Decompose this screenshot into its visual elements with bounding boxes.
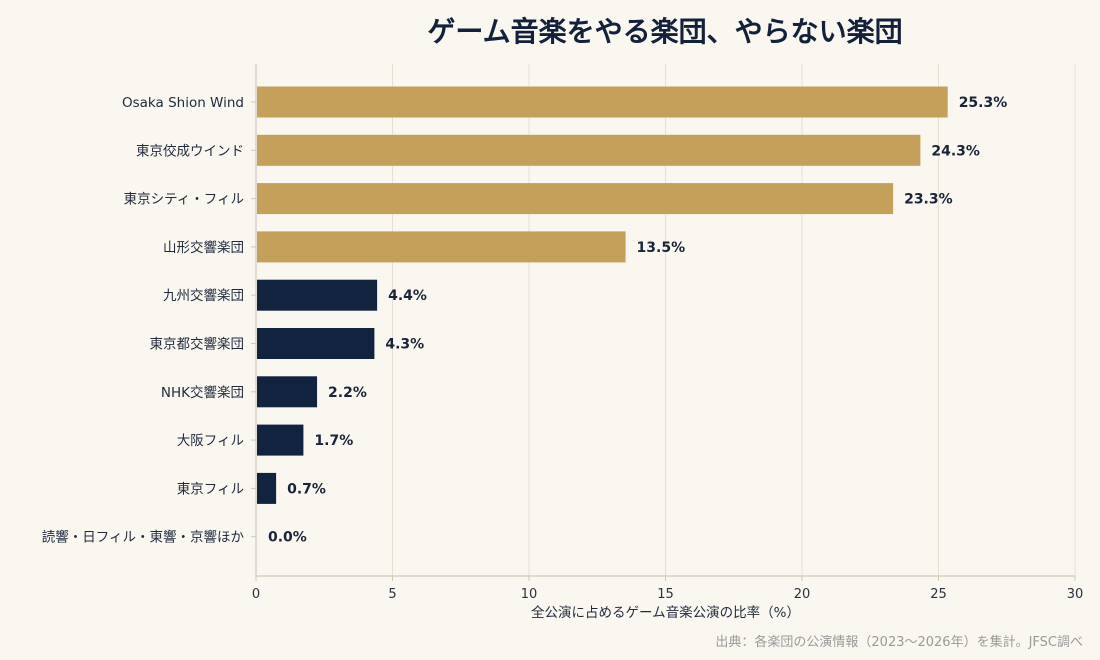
axis-layer: 0 5 10 15 20 25 30 (251, 64, 1083, 602)
category-label: 東京都交響楽団 (150, 336, 245, 353)
x-tick-label: 30 (1067, 587, 1084, 602)
bar (257, 328, 375, 359)
value-label: 23.3% (904, 192, 953, 208)
source-note: 出典：各楽団の公演情報（2023〜2026年）を集計。JFSC調べ (715, 635, 1083, 650)
x-axis-label: 全公演に占めるゲーム音楽公演の比率（%） (531, 604, 800, 621)
bar (257, 376, 318, 408)
value-label: 24.3% (931, 143, 980, 159)
category-label: 読響・日フィル・東響・京響ほか (42, 529, 245, 546)
x-tick-label: 15 (657, 587, 674, 602)
x-tick-label: 0 (252, 587, 260, 602)
value-label: 4.4% (388, 288, 427, 304)
value-label: 13.5% (637, 240, 686, 256)
value-label: 2.2% (328, 385, 367, 401)
chart-title: ゲーム音楽をやる楽団、やらない楽団 (427, 15, 903, 48)
value-label: 4.3% (385, 337, 424, 353)
value-label: 25.3% (959, 95, 1008, 111)
value-label: 0.0% (268, 530, 307, 546)
value-label: 1.7% (314, 433, 353, 449)
bar (257, 231, 626, 263)
category-label: 大阪フィル (177, 433, 244, 449)
bar (257, 183, 894, 215)
category-label: 九州交響楽団 (163, 287, 244, 304)
bar (257, 134, 921, 166)
x-tick-label: 10 (521, 587, 538, 602)
bar-layer (257, 86, 948, 504)
category-label: 山形交響楽団 (163, 239, 244, 256)
category-label: NHK交響楽団 (161, 384, 244, 401)
category-label: 東京フィル (177, 481, 244, 497)
bar (257, 86, 948, 118)
category-label: 東京佼成ウインド (136, 143, 244, 159)
category-label: 東京シティ・フィル (124, 192, 244, 208)
x-tick-label: 20 (794, 587, 811, 602)
bar (257, 472, 277, 504)
value-label: 0.7% (287, 481, 326, 497)
bar (257, 424, 304, 456)
bar (257, 279, 378, 311)
category-label: Osaka Shion Wind (122, 95, 244, 111)
x-tick-label: 5 (388, 587, 396, 602)
x-tick-label: 25 (930, 587, 947, 602)
label-layer: Osaka Shion Wind 25.3% 東京佼成ウインド 24.3% 東京シティ・… (42, 95, 1008, 546)
